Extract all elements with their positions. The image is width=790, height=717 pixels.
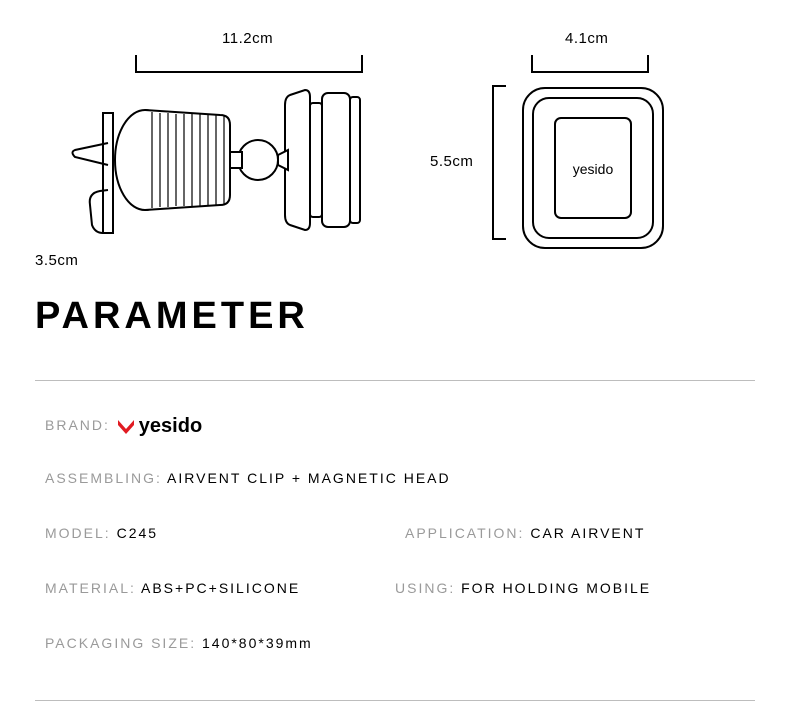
dim-line — [492, 85, 494, 240]
spec-material-value: ABS+PC+SILICONE — [141, 580, 300, 596]
dim-tick — [492, 85, 506, 87]
spec-using-label: USING: — [395, 580, 455, 596]
dim-tick — [647, 55, 649, 73]
brand-logo: yesido — [116, 415, 202, 438]
dim-tick — [361, 55, 363, 73]
spec-packaging-label: PACKAGING SIZE: — [45, 635, 196, 651]
spec-application-value: CAR AIRVENT — [530, 525, 645, 541]
brand-chevron-icon — [116, 418, 136, 436]
spec-model-value: C245 — [117, 525, 158, 541]
front-view-drawing: yesido — [515, 80, 675, 260]
spec-model: MODEL: C245 — [45, 525, 158, 541]
spec-packaging: PACKAGING SIZE: 140*80*39mm — [45, 635, 313, 651]
divider-bottom — [35, 700, 755, 701]
spec-brand-label: BRAND: — [45, 417, 110, 433]
side-view-drawing — [70, 85, 390, 265]
technical-diagram: 11.2cm 3.5cm 4.1cm 5.5cm — [0, 0, 790, 280]
spec-assembling-label: ASSEMBLING: — [45, 470, 162, 486]
spec-application: APPLICATION: CAR AIRVENT — [405, 525, 645, 541]
front-brand-text: yesido — [573, 161, 614, 177]
spec-packaging-value: 140*80*39mm — [202, 635, 313, 651]
spec-model-label: MODEL: — [45, 525, 111, 541]
dim-line — [531, 71, 649, 73]
spec-using-value: FOR HOLDING MOBILE — [461, 580, 651, 596]
section-title: PARAMETER — [35, 295, 309, 338]
dim-front-height-label: 5.5cm — [430, 153, 473, 170]
divider-top — [35, 380, 755, 381]
dim-tick — [492, 238, 506, 240]
spec-material-label: MATERIAL: — [45, 580, 136, 596]
spec-material: MATERIAL: ABS+PC+SILICONE — [45, 580, 300, 596]
spec-brand: BRAND: yesido — [45, 415, 202, 438]
dim-front-width-label: 4.1cm — [565, 30, 608, 47]
spec-using: USING: FOR HOLDING MOBILE — [395, 580, 651, 596]
spec-assembling: ASSEMBLING: AIRVENT CLIP + MAGNETIC HEAD — [45, 470, 451, 486]
dim-clip-height-label: 3.5cm — [35, 252, 78, 269]
spec-assembling-value: AIRVENT CLIP + MAGNETIC HEAD — [167, 470, 451, 486]
dim-line — [135, 71, 363, 73]
spec-application-label: APPLICATION: — [405, 525, 524, 541]
dim-side-width-label: 11.2cm — [222, 30, 273, 47]
brand-text: yesido — [139, 415, 202, 438]
